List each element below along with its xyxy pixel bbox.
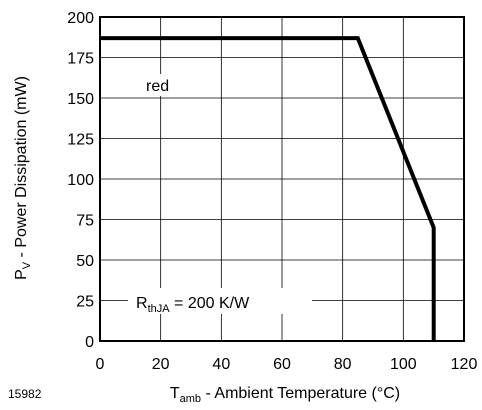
rth-annotation-bg	[128, 288, 312, 314]
y-axis-ticks: 0 25 50 75 100 125 150 175 200	[67, 10, 94, 351]
x-tick-label: 120	[451, 356, 478, 373]
series-line-red	[100, 36, 436, 341]
y-tick-label: 0	[85, 334, 94, 351]
y-tick-label: 150	[67, 91, 94, 108]
x-tick-label: 100	[390, 356, 417, 373]
x-tick-label: 20	[152, 356, 170, 373]
x-axis-label: Tamb - Ambient Temperature (°C)	[170, 385, 400, 405]
grid-lines	[99, 16, 465, 342]
y-tick-label: 125	[67, 132, 94, 149]
x-tick-label: 80	[334, 356, 352, 373]
x-tick-label: 60	[273, 356, 291, 373]
plot-frame	[99, 16, 465, 342]
y-tick-label: 50	[76, 253, 94, 270]
series-label: red	[146, 78, 169, 95]
x-tick-label: 0	[96, 356, 105, 373]
y-tick-label: 175	[67, 51, 94, 68]
y-tick-label: 100	[67, 172, 94, 189]
y-tick-label: 25	[76, 294, 94, 311]
y-tick-label: 75	[76, 213, 94, 230]
figure-number: 15982	[8, 387, 42, 401]
x-tick-label: 40	[212, 356, 230, 373]
x-axis-ticks: 0 20 40 60 80 100 120	[96, 356, 478, 373]
rth-annotation: RthJA = 200 K/W	[136, 295, 250, 315]
series-label-bg	[138, 74, 180, 96]
y-axis-label: PV - Power Dissipation (mW)	[13, 76, 33, 280]
y-tick-label: 200	[67, 10, 94, 27]
